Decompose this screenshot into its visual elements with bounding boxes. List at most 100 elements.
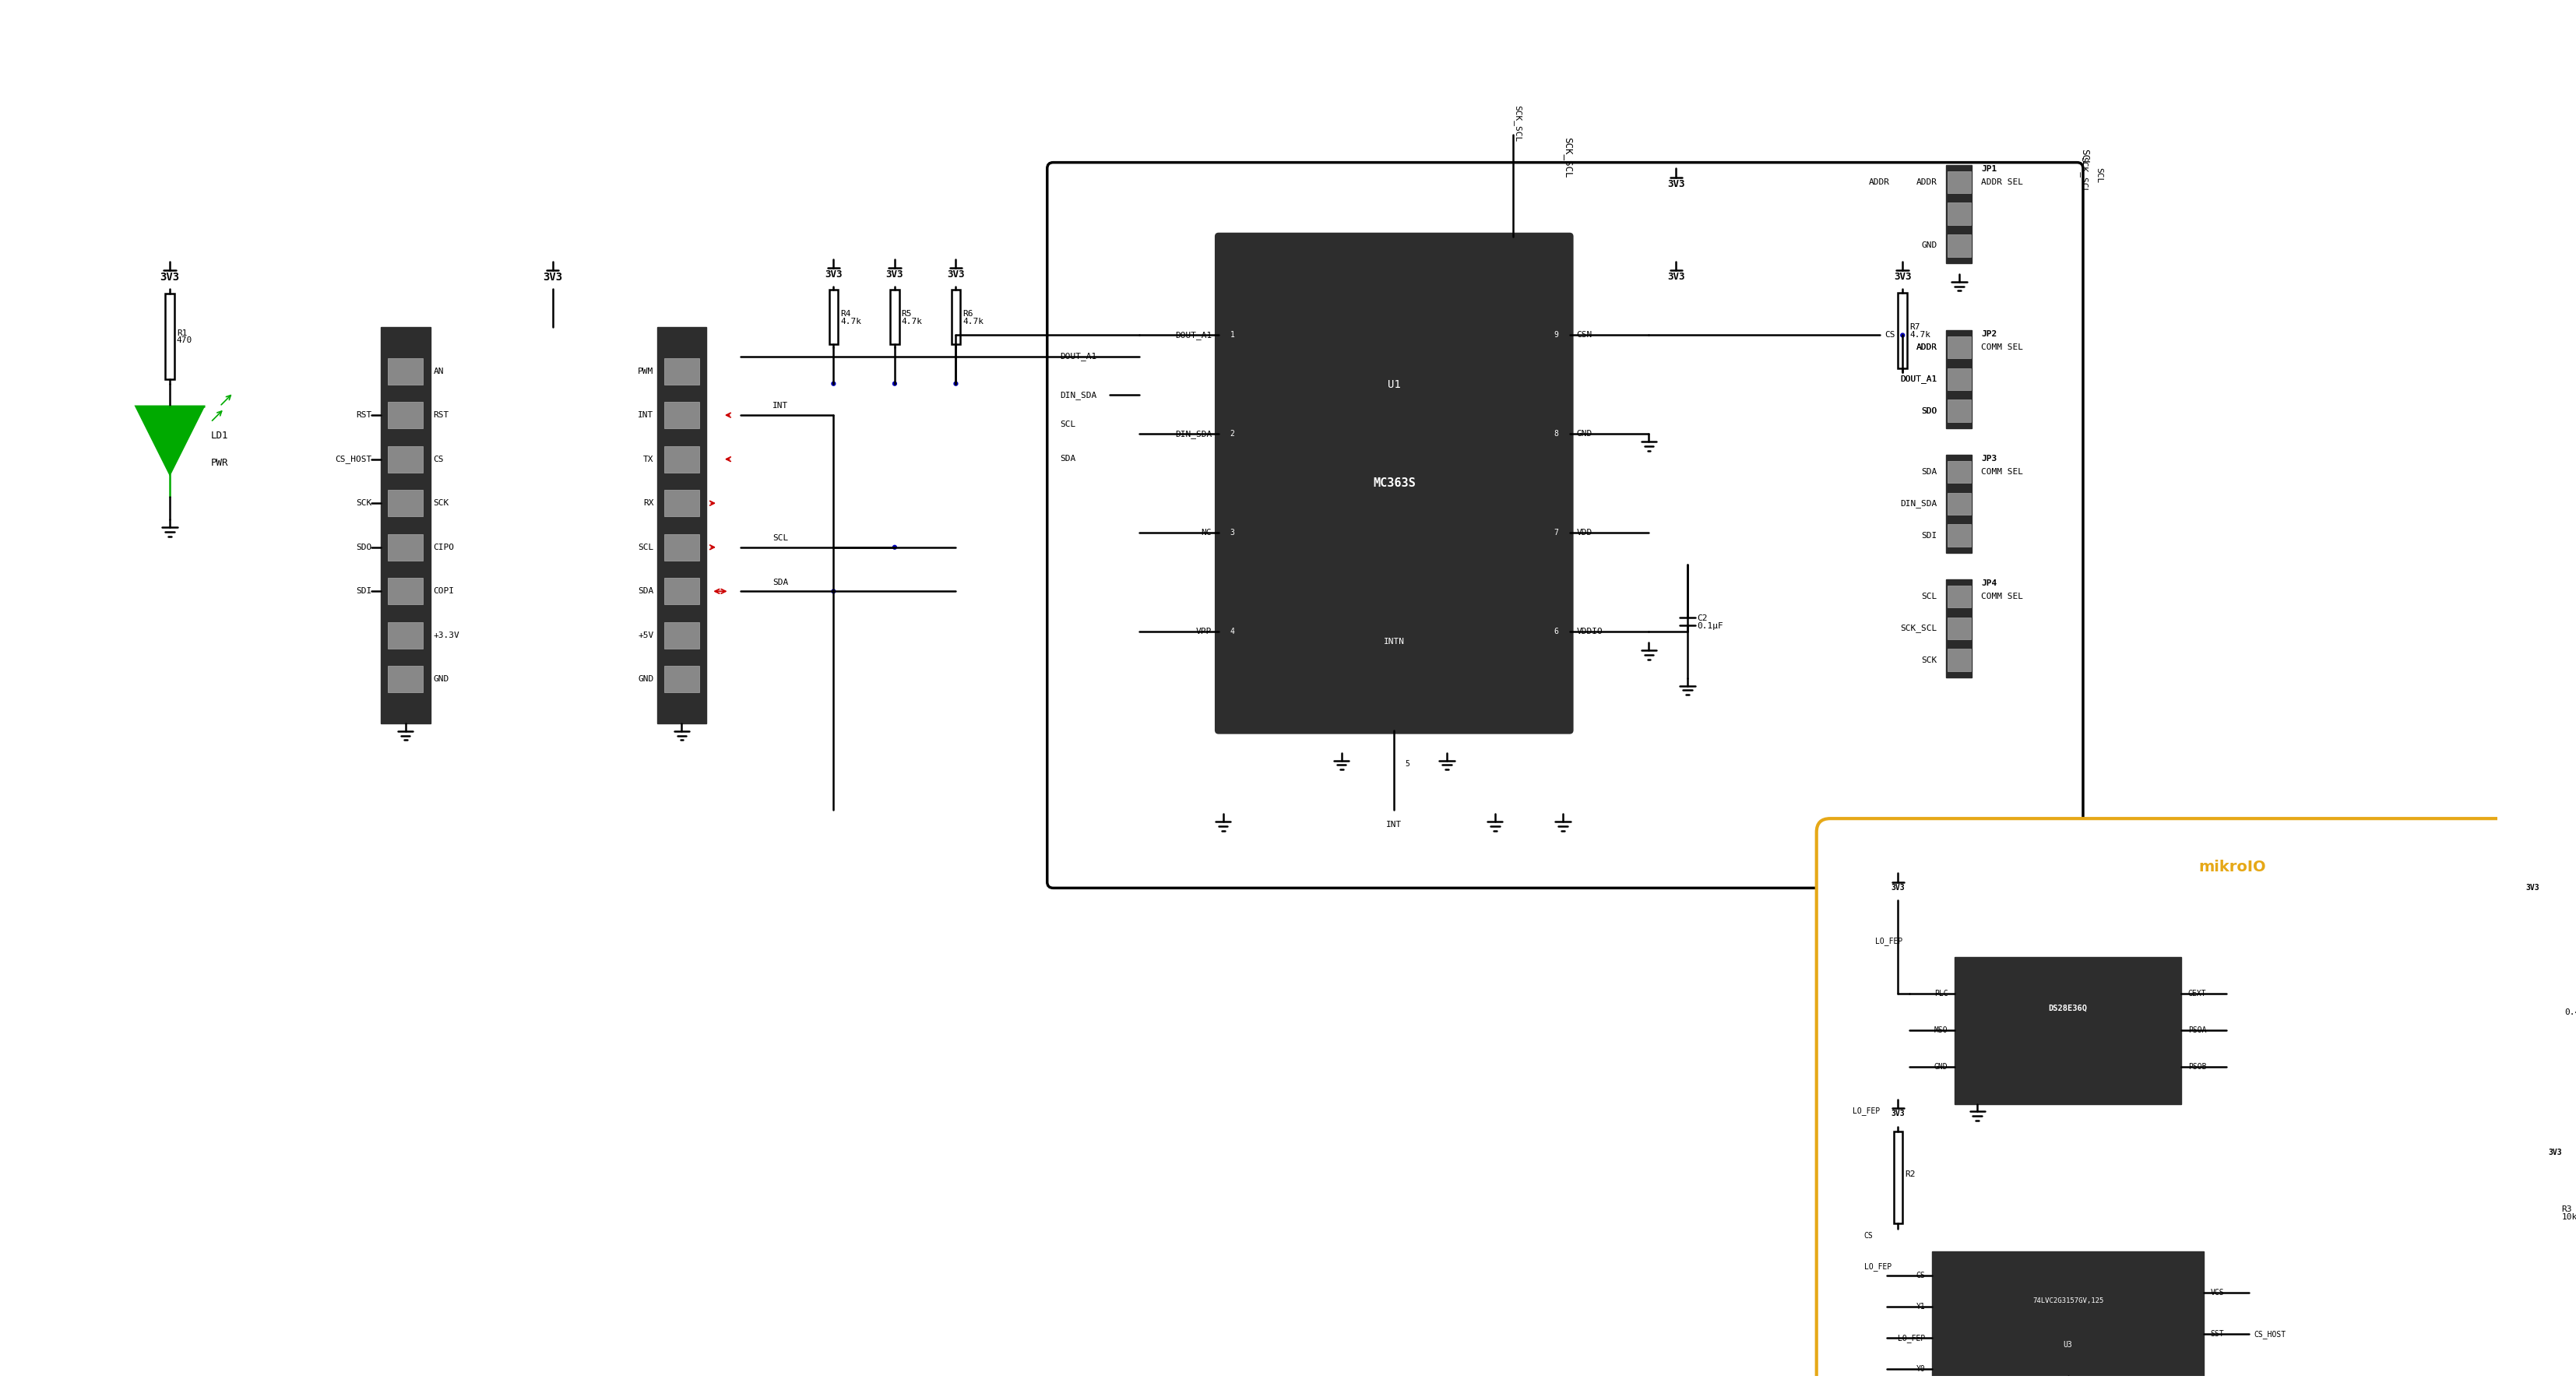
Text: LO_FEP: LO_FEP <box>1899 1334 1924 1343</box>
Circle shape <box>894 381 896 386</box>
Text: R5: R5 <box>902 310 912 317</box>
Bar <box>1947 367 1971 390</box>
Text: R7: R7 <box>1909 324 1919 331</box>
Text: SCL: SCL <box>2094 168 2102 183</box>
Text: PWM: PWM <box>639 367 654 374</box>
Text: 2: 2 <box>1229 430 1234 437</box>
Bar <box>2550 1172 2561 1253</box>
Text: ADDR: ADDR <box>1917 344 1937 351</box>
Text: JP4: JP4 <box>1981 580 1996 587</box>
Bar <box>1899 293 1906 369</box>
Text: COMM SEL: COMM SEL <box>1981 344 2022 352</box>
Bar <box>1947 524 1971 546</box>
Text: SCK_SCL: SCK_SCL <box>1901 624 1937 633</box>
Bar <box>389 402 422 429</box>
Bar <box>665 578 698 605</box>
Bar <box>1947 580 1973 678</box>
Text: SCL: SCL <box>2079 148 2089 166</box>
Text: INT: INT <box>1386 821 1401 828</box>
Text: CS: CS <box>1917 1271 1924 1280</box>
Text: 3V3: 3V3 <box>948 270 963 279</box>
Bar <box>1947 585 1971 608</box>
Text: DS28E36Q: DS28E36Q <box>2048 1004 2087 1013</box>
Text: 4.7k: 4.7k <box>840 317 860 326</box>
Text: 0.1μF: 0.1μF <box>1698 622 1723 630</box>
Text: ADDR: ADDR <box>1917 344 1937 351</box>
Text: VDD: VDD <box>1577 529 1592 536</box>
Bar <box>389 358 422 384</box>
Text: C2: C2 <box>1698 615 1708 623</box>
Bar <box>389 446 422 472</box>
Text: LD1: LD1 <box>211 430 229 441</box>
Text: 3V3: 3V3 <box>1667 179 1685 189</box>
Bar <box>665 402 698 429</box>
Text: GND: GND <box>1922 242 1937 250</box>
Bar <box>951 289 961 345</box>
FancyBboxPatch shape <box>1216 233 1574 733</box>
Text: CSN: CSN <box>1577 331 1592 339</box>
Text: LO_FEP: LO_FEP <box>1865 1263 1891 1271</box>
Circle shape <box>832 590 835 594</box>
Text: VDDIO: VDDIO <box>1577 627 1602 636</box>
Text: R6: R6 <box>963 310 974 317</box>
Text: SDA: SDA <box>639 587 654 595</box>
Text: SDI: SDI <box>355 587 371 595</box>
Text: DIN_SDA: DIN_SDA <box>1175 430 1211 439</box>
Text: CS_HOST: CS_HOST <box>2254 1330 2285 1338</box>
Text: PLC: PLC <box>1935 989 1947 997</box>
Text: COMM SEL: COMM SEL <box>1981 592 2022 601</box>
Bar <box>1947 617 1971 640</box>
Text: AN: AN <box>433 367 443 374</box>
FancyBboxPatch shape <box>1816 819 2576 1397</box>
Text: SDA: SDA <box>1922 468 1937 476</box>
Text: 3V3: 3V3 <box>1891 1111 1904 1118</box>
Bar <box>665 446 698 472</box>
Text: R1: R1 <box>178 330 188 337</box>
Text: CEXT: CEXT <box>2187 989 2205 997</box>
Text: SDA: SDA <box>773 578 788 587</box>
Text: +3.3V: +3.3V <box>433 631 459 640</box>
Text: 8: 8 <box>1553 430 1558 437</box>
Text: RX: RX <box>644 499 654 507</box>
Bar <box>389 490 422 517</box>
Bar <box>381 327 430 724</box>
Text: 3V3: 3V3 <box>544 272 562 282</box>
Bar <box>1893 1132 1904 1224</box>
Text: INT: INT <box>773 402 788 409</box>
Text: GND: GND <box>1577 430 1592 437</box>
Bar <box>1947 493 1971 515</box>
Text: JP2: JP2 <box>1981 330 1996 338</box>
Text: SST: SST <box>2210 1330 2223 1338</box>
Text: RST: RST <box>433 411 448 419</box>
Text: Y0: Y0 <box>1917 1365 1924 1373</box>
Text: ADDR: ADDR <box>1917 179 1937 186</box>
Text: TX: TX <box>644 455 654 462</box>
Bar <box>165 293 175 379</box>
Bar <box>1947 330 1973 429</box>
Text: 3V3: 3V3 <box>1667 272 1685 282</box>
Text: MSO: MSO <box>1935 1027 1947 1034</box>
Bar <box>389 534 422 560</box>
Text: SDO: SDO <box>355 543 371 552</box>
Text: ADDR SEL: ADDR SEL <box>1981 179 2022 186</box>
Text: 4.7k: 4.7k <box>963 317 984 326</box>
Text: JP1: JP1 <box>1981 165 1996 172</box>
Text: SCK_SCL: SCK_SCL <box>1512 105 1522 141</box>
Bar <box>389 622 422 648</box>
Text: 3V3: 3V3 <box>160 272 180 282</box>
Text: SCK_SCL: SCK_SCL <box>2079 156 2087 194</box>
Text: SDA: SDA <box>1059 454 1077 462</box>
Text: LO_FEP: LO_FEP <box>1852 1106 1880 1115</box>
Text: 470: 470 <box>178 337 193 345</box>
Text: 3V3: 3V3 <box>2548 1148 2561 1157</box>
Text: 6: 6 <box>1553 627 1558 636</box>
Text: 3V3: 3V3 <box>886 270 904 279</box>
Circle shape <box>894 545 896 549</box>
Text: SCK: SCK <box>1922 657 1937 664</box>
Text: U3: U3 <box>2063 1341 2074 1348</box>
Text: 9: 9 <box>1553 331 1558 339</box>
Text: CS: CS <box>1865 1232 1873 1239</box>
Bar <box>665 490 698 517</box>
Text: SCL: SCL <box>773 534 788 542</box>
Text: 3: 3 <box>1229 529 1234 536</box>
